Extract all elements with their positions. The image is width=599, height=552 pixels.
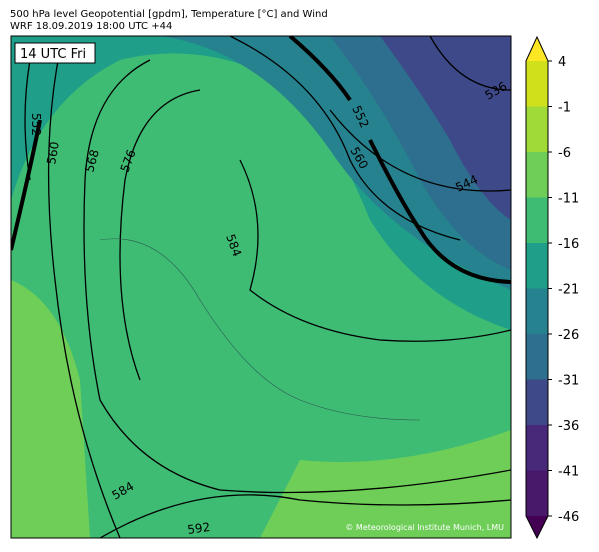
colorbar-band <box>526 61 548 107</box>
colorbar-over <box>526 37 548 61</box>
colorbar-tick-label: -26 <box>558 328 579 343</box>
colorbar-under <box>526 516 548 538</box>
colorbar-tick-label: -41 <box>558 465 579 480</box>
colorbar-band <box>526 425 548 471</box>
warm-area <box>11 280 90 538</box>
contour <box>24 59 31 181</box>
thick-contour <box>11 36 511 284</box>
time-label: 14 UTC Fri <box>20 47 86 62</box>
colorbar-tick-label: -31 <box>558 374 579 389</box>
contour <box>99 494 511 538</box>
colorbar-band <box>526 243 548 289</box>
contour-label: 552 <box>29 113 43 136</box>
colorbar-tick-label: -36 <box>558 419 579 434</box>
warm-area <box>260 430 511 538</box>
title: 500 hPa level Geopotential [gpdm], Tempe… <box>10 9 328 20</box>
colorbar-tick-label: -11 <box>558 192 579 207</box>
colorbar: 4 -1 -6 -11 -16 -21 -26 -31 -36 -41 -46 <box>525 35 579 540</box>
colorbar-band <box>526 379 548 425</box>
colorbar-tick-label: 4 <box>558 55 566 70</box>
colorbar-tick-label: -6 <box>558 146 571 161</box>
colorbar-band <box>526 197 548 243</box>
colorbar-band <box>526 106 548 152</box>
contour-label: 560 <box>44 141 62 166</box>
map: 552 560 568 576 584 552 560 544 536 584 … <box>10 35 512 539</box>
map-frame <box>10 35 512 539</box>
subtitle: WRF 18.09.2019 18:00 UTC +44 <box>10 21 172 32</box>
contour <box>119 89 201 381</box>
contour <box>239 159 511 342</box>
colorbar-band <box>526 470 548 516</box>
contour <box>429 36 511 91</box>
contour <box>83 59 511 494</box>
colorbar-band <box>526 334 548 380</box>
colorbar-tick-label: -16 <box>558 237 579 252</box>
coastline <box>99 238 421 421</box>
colorbar-tick-label: -21 <box>558 283 579 298</box>
cold-area <box>380 36 511 220</box>
colorbar-tick-label: -46 <box>558 510 579 525</box>
contour-label: 568 <box>82 148 101 174</box>
contour <box>47 49 121 538</box>
colorbar-tick-label: -1 <box>558 101 571 116</box>
contour <box>329 109 511 192</box>
contour-label: 592 <box>186 520 211 537</box>
credit: © Meteorological Institute Munich, LMU <box>345 523 504 532</box>
colorbar-band <box>526 288 548 334</box>
colorbar-band <box>526 152 548 198</box>
time-label-box <box>14 42 96 64</box>
